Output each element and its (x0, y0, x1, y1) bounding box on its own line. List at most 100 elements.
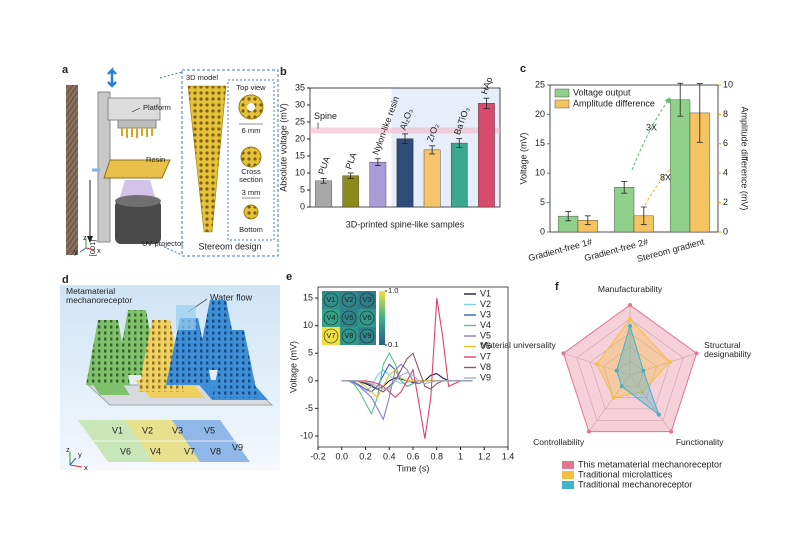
y-tick-label: 25 (535, 79, 545, 89)
error-bar (483, 97, 490, 109)
sensor-ring (359, 310, 375, 326)
grid-ring (616, 360, 644, 387)
bar (478, 103, 495, 208)
zoom-box (181, 69, 279, 257)
series-area (596, 318, 671, 399)
resin-tray (103, 159, 171, 179)
series-line (341, 371, 473, 390)
uv-label: UV projector (142, 239, 184, 248)
legend-label: V9 (480, 372, 491, 382)
axis-label-box: Functionality (676, 438, 724, 447)
y-tick-label: 20 (295, 133, 305, 143)
y-tick-label: 10 (303, 320, 313, 330)
heat-cell (340, 327, 358, 345)
heat-cell (322, 309, 340, 327)
motion-arrow (107, 66, 117, 88)
y-tick-label: 0 (723, 226, 728, 236)
error-bar (374, 158, 381, 166)
axis-label-box: Manufacturability (598, 285, 662, 294)
panel-label: d (62, 274, 69, 286)
y-tick-label: 0 (540, 226, 545, 236)
vertex (667, 360, 672, 365)
x-axis-label: Time (s) (397, 463, 430, 473)
vertex (628, 317, 632, 321)
grid-label: V8 (210, 446, 221, 456)
legend-label: Amplitude difference (573, 98, 655, 108)
y-axis-label: Voltage (mV) (518, 132, 528, 184)
legend-label: Traditional mechanoreceptor (578, 479, 692, 489)
y-tick-label: 2 (723, 197, 728, 207)
y-tick-label: 20 (535, 109, 545, 119)
x-tick-label: 0.0 (335, 451, 348, 461)
spoke (629, 353, 697, 376)
legend-label: Traditional microlattices (578, 469, 673, 479)
y-tick-label: 0 (300, 201, 305, 211)
sensor-ring (359, 328, 375, 344)
rod (66, 85, 78, 255)
bar (342, 175, 360, 208)
bar (423, 149, 441, 208)
x-tick-label: 0.8 (430, 451, 443, 461)
annotation: 3X (646, 122, 657, 132)
vertex (694, 351, 699, 356)
y-tick-label: -10 (300, 430, 313, 440)
vertex (628, 303, 632, 307)
y-tick-label: 15 (535, 138, 545, 148)
projector (115, 200, 161, 244)
bar (614, 187, 635, 233)
error-bar (402, 133, 408, 144)
error-bar (347, 172, 354, 179)
heat-cell (358, 291, 376, 309)
vertex (561, 351, 566, 356)
heat-cell (358, 309, 376, 327)
cell-label: V6 (362, 313, 371, 322)
stereom-cone (187, 85, 227, 233)
y-tick-label: 10 (295, 167, 305, 177)
cell-label: V2 (344, 295, 353, 304)
legend-label: V8 (480, 362, 491, 372)
axis-label-box: Structural designability (704, 341, 751, 359)
y-tick-label: 4 (723, 168, 728, 178)
direction-label: [001] (88, 240, 97, 257)
panel-label: c (520, 63, 526, 75)
legend-swatch (554, 88, 570, 98)
bar (670, 99, 691, 233)
x-tick-label: 1.2 (478, 451, 491, 461)
size-label: 3 mm (242, 188, 261, 197)
category-label: PUA (316, 155, 332, 176)
y-tick-label: 25 (295, 116, 305, 126)
x-tick-label: 0.4 (383, 451, 396, 461)
heat-cell (358, 327, 376, 345)
y-axis-label: Absolute voltage (mV) (278, 103, 288, 192)
y-tick-label: 15 (303, 292, 313, 302)
resin-label: Resin (146, 155, 165, 164)
cone (212, 330, 258, 398)
vertex (628, 324, 632, 328)
x-tick-label: 0.6 (407, 451, 420, 461)
bar (450, 142, 468, 208)
y-tick-label: 30 (295, 99, 305, 109)
error-bar (621, 181, 628, 194)
top-view-label: Top view (236, 83, 266, 92)
arrow-head (87, 236, 93, 243)
size-label: 6 mm (242, 126, 261, 135)
vertex (669, 429, 674, 434)
series-area (562, 304, 698, 433)
grid-label: V2 (142, 425, 153, 435)
y-tick-label: 5 (300, 184, 305, 194)
bar (396, 138, 414, 208)
legend-label: V2 (480, 299, 491, 309)
trend-arrow (631, 97, 671, 171)
panel-d: d Metamaterial mechanoreceptor Water flo… (60, 274, 280, 472)
panel-label: e (286, 271, 292, 283)
legend-label: V7 (480, 351, 491, 361)
grid-label: V5 (204, 425, 215, 435)
axis-label: Material universality (480, 340, 556, 350)
axis-letter: y (74, 247, 78, 256)
bar (369, 161, 387, 208)
bottom-view (243, 204, 259, 220)
grid-label: V1 (112, 425, 123, 435)
error-bar (456, 138, 463, 148)
sensor-ring (323, 292, 339, 308)
